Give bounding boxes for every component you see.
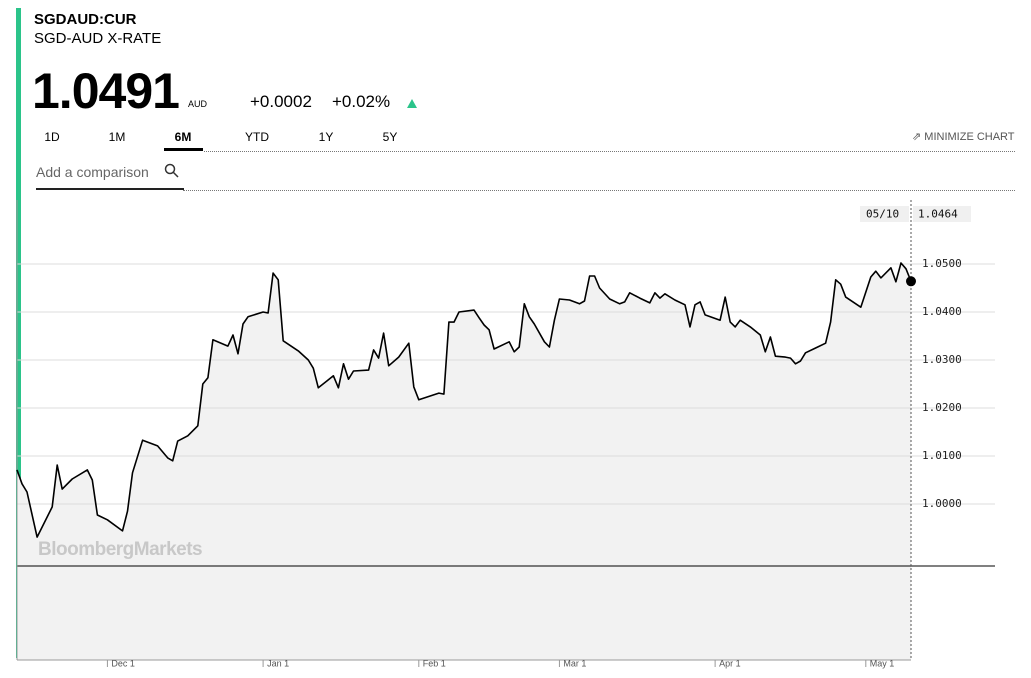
y-tick-label: 1.0500 xyxy=(922,257,962,270)
x-tick-label: May 1 xyxy=(870,658,895,668)
range-tab[interactable]: 1Y xyxy=(318,130,334,144)
x-tick-label: Mar 1 xyxy=(563,658,586,668)
divider xyxy=(183,190,1015,191)
search-icon[interactable] xyxy=(164,163,180,179)
y-tick-label: 1.0300 xyxy=(922,353,962,366)
x-tick-label: Apr 1 xyxy=(719,658,741,668)
price: 1.0491 xyxy=(32,63,180,119)
minimize-chart[interactable]: ⇗ MINIMIZE CHART xyxy=(912,131,1015,143)
y-tick-label: 1.0000 xyxy=(922,497,962,510)
comparison-input[interactable]: Add a comparison xyxy=(36,164,149,180)
watermark: BloombergMarkets xyxy=(38,539,202,560)
x-tick-label: Feb 1 xyxy=(423,658,446,668)
change: +0.0002 xyxy=(250,92,312,111)
divider xyxy=(204,151,1015,152)
change-percent: +0.02% xyxy=(332,92,391,111)
minimize-label: MINIMIZE CHART xyxy=(924,131,1015,143)
area xyxy=(17,263,911,660)
last-date: 05/10 xyxy=(866,208,899,221)
value-box xyxy=(913,206,971,222)
currency: AUD xyxy=(188,99,208,109)
instrument-name: SGD-AUD X-RATE xyxy=(34,30,162,47)
range-tab[interactable]: YTD xyxy=(245,130,269,144)
up-arrow xyxy=(407,99,417,108)
range-tab[interactable]: 1M xyxy=(108,130,126,144)
range-tab[interactable]: 1D xyxy=(44,130,60,144)
y-tick-label: 1.0100 xyxy=(922,449,962,462)
date-box xyxy=(860,206,909,222)
x-tick-label: Jan 1 xyxy=(267,658,289,668)
range-tab[interactable]: 5Y xyxy=(382,130,398,144)
accent-bar xyxy=(16,8,21,658)
active-tab-underline xyxy=(164,148,203,151)
x-tick-label: Dec 1 xyxy=(111,658,135,668)
last-value: 1.0464 xyxy=(918,208,958,221)
input-underline xyxy=(36,188,184,190)
last-point xyxy=(906,276,916,287)
range-tab[interactable]: 6M xyxy=(174,130,192,144)
price-line xyxy=(16,262,912,538)
symbol: SGDAUD:CUR xyxy=(34,11,137,28)
y-tick-label: 1.0400 xyxy=(922,305,962,318)
y-tick-label: 1.0200 xyxy=(922,401,962,414)
